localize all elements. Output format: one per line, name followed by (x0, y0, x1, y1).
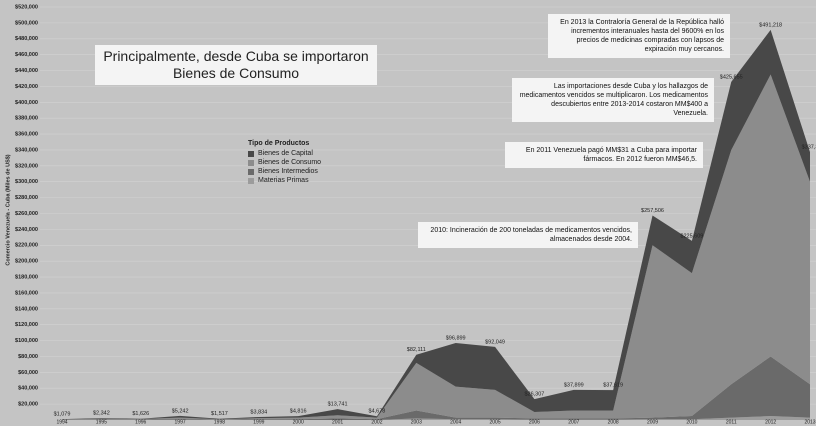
x-tick-label: 2003 (411, 419, 422, 425)
y-tick-label: $440,000 (15, 68, 38, 74)
y-tick-label: $60,000 (18, 370, 38, 376)
x-tick-label: 1997 (175, 419, 186, 425)
area (62, 416, 810, 420)
legend-swatch (248, 159, 254, 166)
y-tick-label: $300,000 (15, 179, 38, 185)
x-tick-label: 2011 (726, 419, 737, 425)
data-label: $13,741 (328, 402, 348, 408)
x-tick-label: 1996 (135, 419, 146, 425)
y-tick-label: $340,000 (15, 147, 38, 153)
y-tick-label: $240,000 (15, 227, 38, 233)
y-tick-label: $220,000 (15, 243, 38, 249)
y-tick-label: $100,000 (15, 338, 38, 344)
data-label: $3,834 (250, 409, 267, 415)
y-tick-label: $40,000 (18, 386, 38, 392)
y-tick-label: $280,000 (15, 195, 38, 201)
x-tick-label: 1995 (96, 419, 107, 425)
legend-item: Materias Primas (248, 176, 321, 185)
legend-item: Bienes de Consumo (248, 158, 321, 167)
legend-item: Bienes Intermedios (248, 167, 321, 176)
data-label: $4,678 (369, 409, 386, 415)
x-tick-label: 2007 (568, 419, 579, 425)
area (62, 356, 810, 420)
legend: Tipo de Productos Bienes de Capital Biene… (248, 140, 321, 185)
legend-swatch (248, 177, 254, 184)
data-label: $37,899 (564, 382, 584, 388)
data-label: $1,517 (211, 411, 228, 417)
y-tick-label: $160,000 (15, 290, 38, 296)
legend-label: Bienes de Consumo (258, 159, 322, 166)
data-label: $92,049 (485, 339, 505, 345)
legend-item: Bienes de Capital (248, 149, 321, 158)
y-tick-label: $320,000 (15, 163, 38, 169)
y-tick-label: $260,000 (15, 211, 38, 217)
y-tick-label: $400,000 (15, 100, 38, 106)
annotation: 2010: Incineración de 200 toneladas de m… (418, 222, 638, 248)
data-label: $2,342 (93, 411, 110, 417)
area (62, 29, 810, 420)
data-label: $1,079 (54, 412, 71, 418)
x-tick-label: 2012 (765, 419, 776, 425)
y-tick-label: $180,000 (15, 274, 38, 280)
chart-title: Principalmente, desde Cuba se importaron… (95, 45, 377, 85)
x-tick-label: 2013 (804, 419, 815, 425)
data-label: $37,619 (603, 383, 623, 389)
y-tick-label: $120,000 (15, 322, 38, 328)
y-tick-label: $520,000 (15, 4, 38, 10)
annotation: En 2013 la Contraloría General de la Rep… (548, 14, 730, 58)
data-label: $26,307 (524, 392, 544, 398)
data-label: $257,506 (641, 208, 664, 214)
y-tick-label: $420,000 (15, 84, 38, 90)
y-tick-label: $380,000 (15, 116, 38, 122)
legend-label: Bienes Intermedios (258, 168, 318, 175)
x-tick-label: 1994 (56, 419, 67, 425)
y-tick-label: $20,000 (18, 402, 38, 408)
x-tick-label: 2002 (371, 419, 382, 425)
x-tick-label: 2009 (647, 419, 658, 425)
x-tick-label: 1998 (214, 419, 225, 425)
x-tick-label: 2004 (450, 419, 461, 425)
legend-label: Materias Primas (258, 177, 309, 184)
x-tick-label: 2006 (529, 419, 540, 425)
y-axis-label: Comercio Venezuela - Cuba (Miles de US$) (5, 154, 11, 265)
y-tick-label: $460,000 (15, 52, 38, 58)
legend-label: Bienes de Capital (258, 150, 313, 157)
data-label: $4,816 (290, 409, 307, 415)
data-label: $96,899 (446, 335, 466, 341)
legend-swatch (248, 168, 254, 175)
data-label: $1,626 (132, 411, 149, 417)
x-tick-label: 2001 (332, 419, 343, 425)
y-tick-label: $480,000 (15, 36, 38, 42)
x-tick-label: 2008 (608, 419, 619, 425)
x-tick-label: 1999 (253, 419, 264, 425)
data-label: $5,242 (172, 408, 189, 414)
x-tick-label: 2005 (489, 419, 500, 425)
y-tick-label: $200,000 (15, 259, 38, 265)
legend-title: Tipo de Productos (248, 140, 310, 147)
data-label: $82,111 (407, 347, 426, 353)
data-label: $337,3 (802, 145, 816, 151)
y-tick-label: $360,000 (15, 132, 38, 138)
x-tick-label: 2010 (686, 419, 697, 425)
annotation: En 2011 Venezuela pagó MM$31 a Cuba para… (505, 142, 703, 168)
data-label: $491,218 (759, 22, 782, 28)
x-tick-label: 2000 (293, 419, 304, 425)
annotation: Las importaciones desde Cuba y los halla… (512, 78, 714, 122)
y-tick-label: $80,000 (18, 354, 38, 360)
data-label: $225,609 (680, 233, 703, 239)
y-tick-label: $500,000 (15, 20, 38, 26)
legend-swatch (248, 150, 254, 157)
y-tick-label: $140,000 (15, 306, 38, 312)
data-label: $425,655 (720, 74, 743, 80)
